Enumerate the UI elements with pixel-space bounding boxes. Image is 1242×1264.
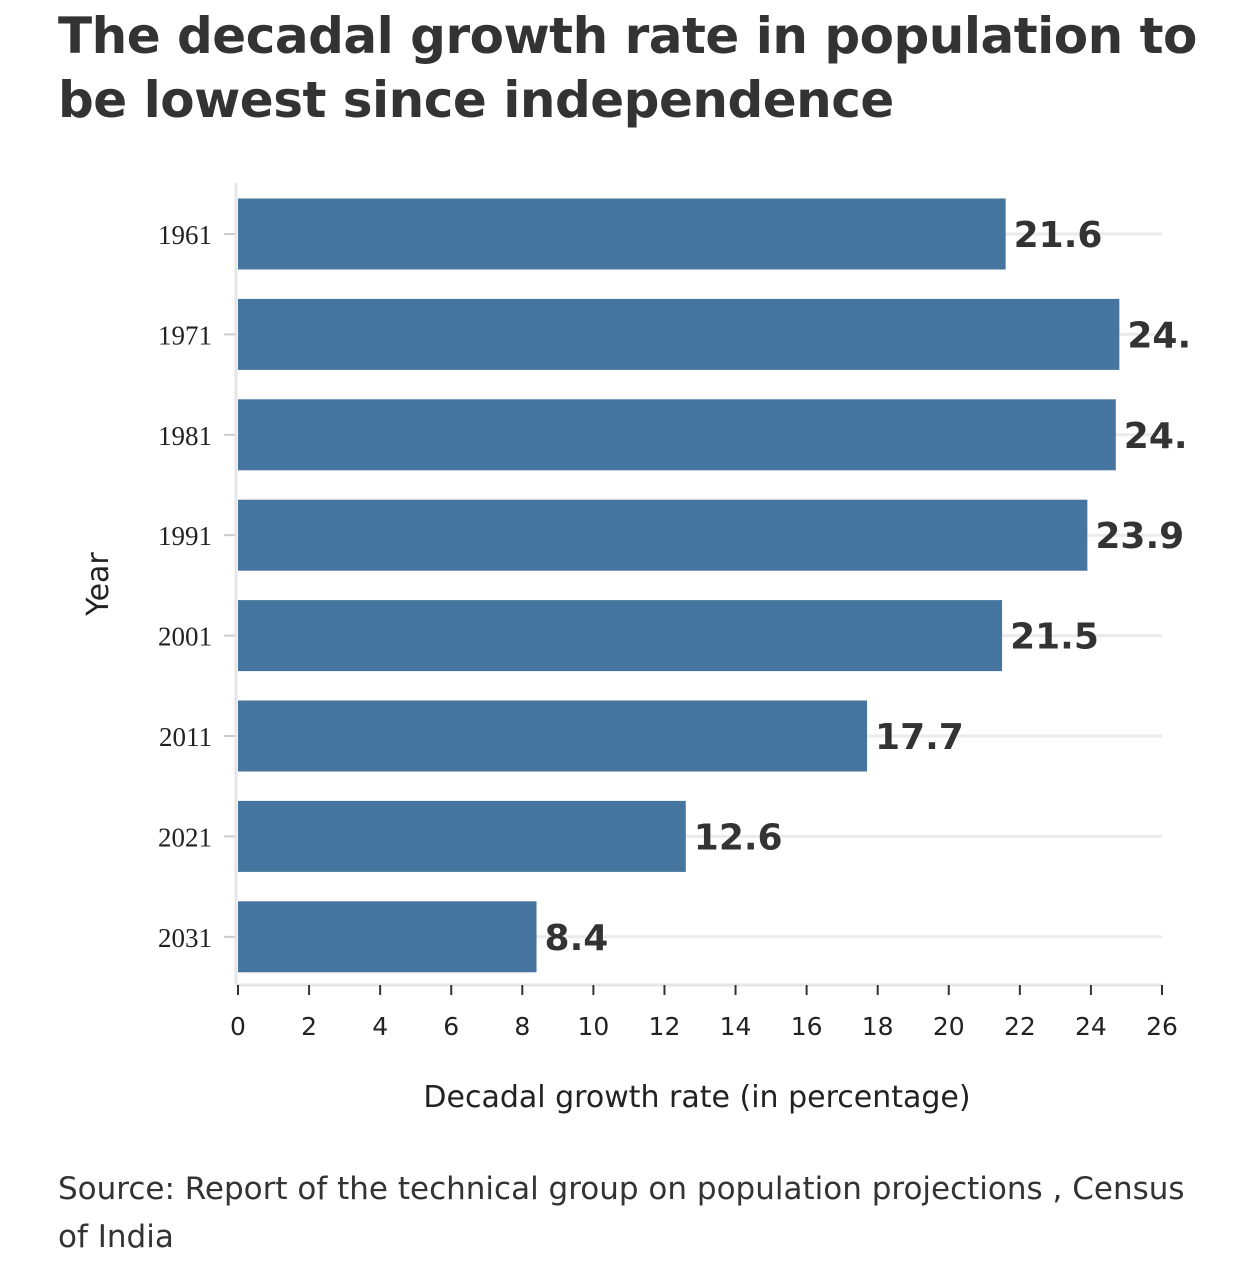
- y-tick-label: 1991: [158, 521, 212, 551]
- x-tick-label: 0: [230, 1012, 246, 1041]
- data-label: 17.7: [875, 717, 964, 758]
- x-tick-label: 14: [720, 1012, 752, 1041]
- y-tick-label: 1961: [158, 220, 212, 250]
- x-tick-label: 12: [649, 1012, 681, 1041]
- x-tick-label: 4: [372, 1012, 388, 1041]
- data-label: 21.5: [1010, 617, 1099, 658]
- x-tick-label: 8: [514, 1012, 530, 1041]
- bar: [238, 600, 1003, 672]
- data-label: 24.: [1124, 416, 1188, 457]
- data-label: 21.6: [1014, 215, 1103, 256]
- bar: [238, 499, 1088, 571]
- x-tick-label: 16: [791, 1012, 823, 1041]
- y-tick-label: 2031: [158, 923, 212, 953]
- y-tick-label: 2021: [158, 822, 212, 852]
- bar: [238, 700, 868, 772]
- x-tick-label: 24: [1075, 1012, 1107, 1041]
- bar: [238, 298, 1120, 370]
- bar: [238, 800, 686, 872]
- x-tick-label: 10: [577, 1012, 609, 1041]
- y-tick-label: 2001: [158, 622, 212, 652]
- x-tick-label: 22: [1004, 1012, 1036, 1041]
- x-tick-label: 2: [301, 1012, 317, 1041]
- data-label: 24.: [1127, 315, 1191, 356]
- y-tick-label: 1981: [158, 421, 212, 451]
- data-label: 12.6: [694, 817, 783, 858]
- x-tick-label: 6: [443, 1012, 459, 1041]
- chart-title: The decadal growth rate in population to…: [58, 7, 1197, 129]
- axes: 0 2 4 6 8 10 12 14 16 18 20 22 24 2619611971198119912…: [158, 183, 1178, 1041]
- bar-chart: 0 2 4 6 8 10 12 14 16 18 20 22 24 2619611971198119912…: [81, 183, 1192, 1115]
- source-note: Source: Report of the technical group on…: [58, 1171, 1185, 1255]
- x-tick-label: 20: [933, 1012, 965, 1041]
- bars: [238, 198, 1120, 973]
- data-label: 23.9: [1095, 516, 1184, 557]
- bar: [238, 901, 537, 973]
- y-tick-label: 2011: [159, 722, 212, 752]
- y-axis-label: Year: [81, 552, 116, 617]
- data-label: 8.4: [545, 918, 609, 959]
- data-labels: 21.6 24. 24. 23.9 21.5 17.7 12.6 8.4: [545, 215, 1192, 959]
- x-tick-label: 18: [862, 1012, 894, 1041]
- x-tick-label: 26: [1146, 1012, 1178, 1041]
- bar: [238, 198, 1006, 270]
- bar: [238, 399, 1116, 471]
- y-tick-label: 1971: [158, 320, 212, 350]
- x-axis-label: Decadal growth rate (in percentage): [423, 1080, 970, 1115]
